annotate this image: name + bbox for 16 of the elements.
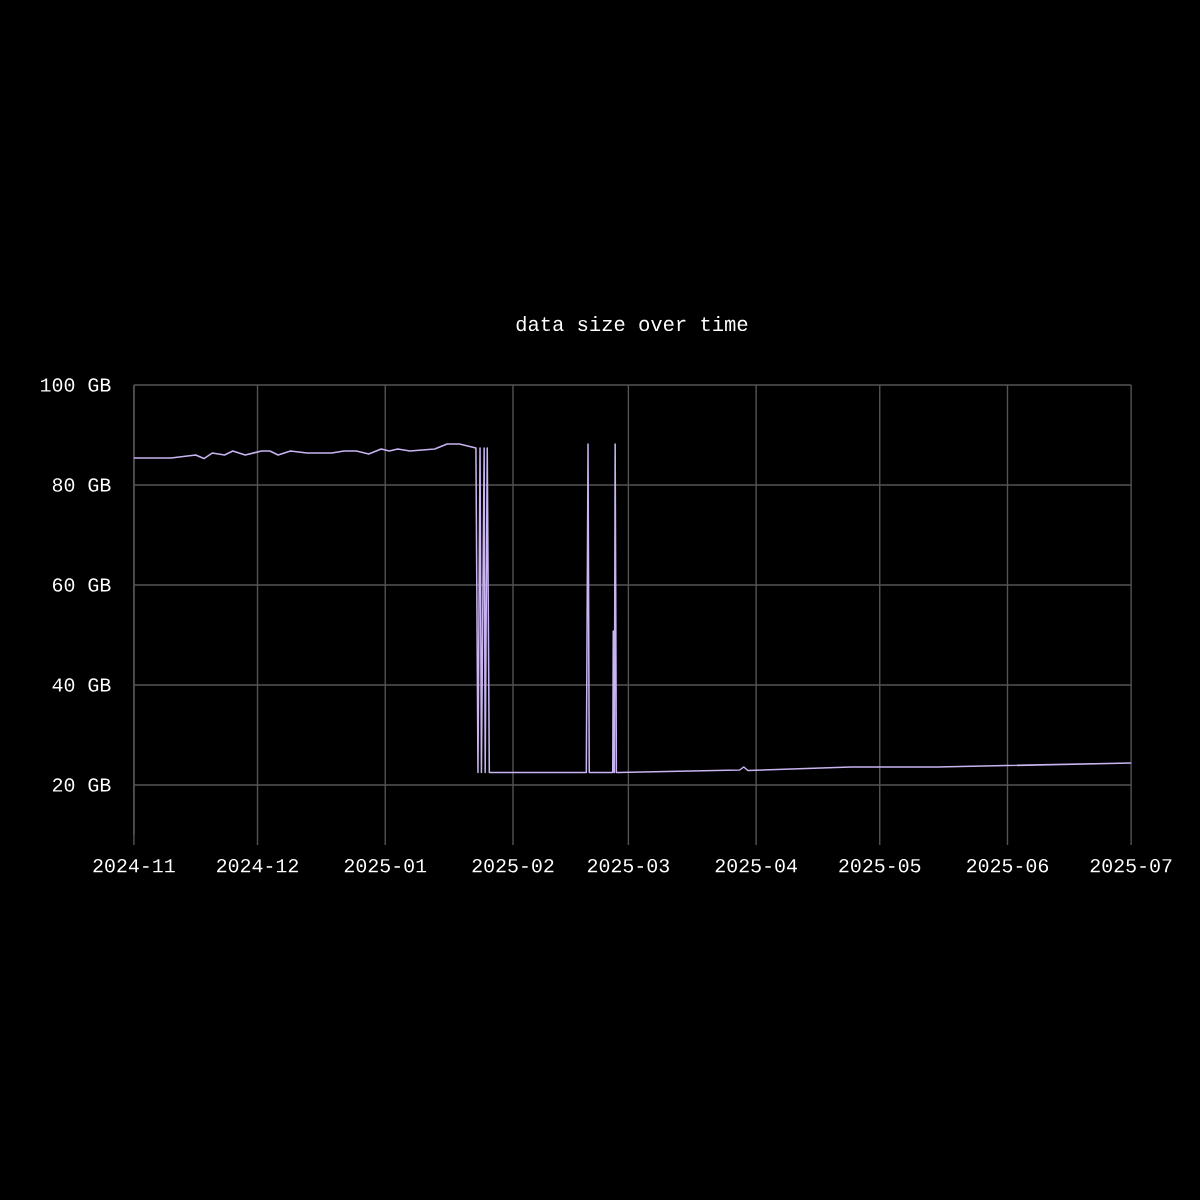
y-tick-label: 20 GB bbox=[52, 778, 111, 792]
x-tick-label: 2025-04 bbox=[715, 858, 797, 873]
y-tick-label: 40 GB bbox=[52, 678, 111, 692]
y-tick-label: 80 GB bbox=[52, 478, 111, 492]
x-tick-label: 2024-12 bbox=[217, 858, 298, 873]
x-tick-label: 2025-05 bbox=[839, 858, 921, 873]
x-tick-label: 2024-11 bbox=[93, 858, 175, 873]
line-series bbox=[133, 443, 1132, 774]
x-tick-label: 2025-07 bbox=[1090, 858, 1172, 873]
y-tick-label: 100 GB bbox=[41, 378, 111, 392]
x-tick-label: 2025-02 bbox=[472, 858, 554, 873]
chart-title: data size over time bbox=[516, 316, 748, 332]
y-tick-label: 60 GB bbox=[53, 578, 111, 592]
x-tick-label: 2025-06 bbox=[967, 858, 1049, 873]
x-tick-label: 2025-01 bbox=[344, 858, 427, 873]
x-tick-label: 2025-03 bbox=[587, 858, 669, 873]
